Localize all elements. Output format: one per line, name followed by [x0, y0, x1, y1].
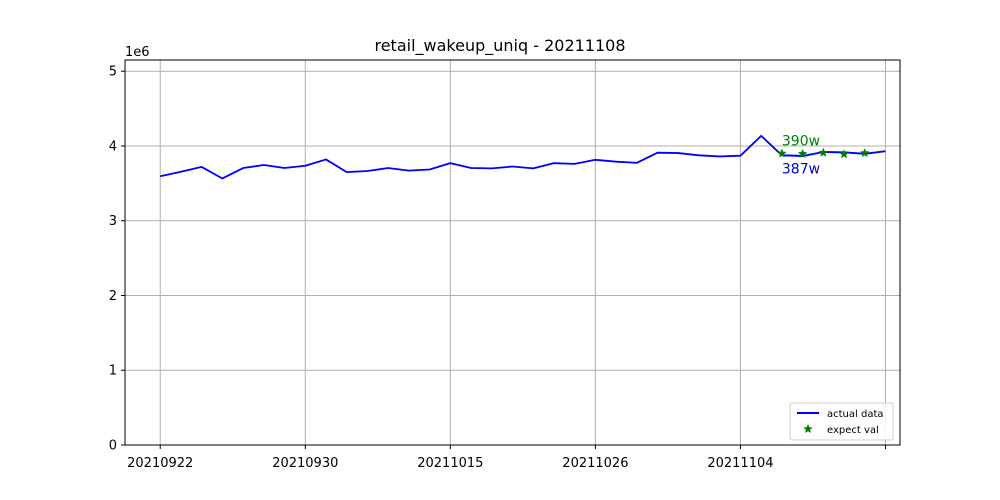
legend-label-actual: actual data: [827, 409, 884, 420]
expect-val-point: [860, 148, 870, 158]
y-axis-multiplier: 1e6: [125, 45, 150, 60]
y-tick-label: 0: [109, 439, 117, 454]
annotation-actual: 387w: [782, 161, 820, 177]
series-layer: [160, 134, 886, 180]
y-tick-label: 1: [109, 364, 117, 379]
expect-val-point: [818, 147, 829, 157]
expect-val-point: [797, 148, 808, 158]
chart-title: retail_wakeup_uniq - 20211108: [374, 36, 625, 56]
legend: actual data expect val: [789, 402, 894, 441]
expect-val-point: [777, 148, 787, 158]
annotation-expect: 390w: [782, 133, 820, 149]
y-tick-label: 4: [109, 139, 117, 154]
y-tick-label: 5: [109, 65, 117, 80]
legend-star-swatch: [803, 424, 813, 434]
y-tick-label: 3: [109, 214, 117, 229]
annotations: 390w 387w: [782, 133, 820, 177]
x-tick-label: 20210922: [127, 456, 193, 471]
expect-val-point: [839, 149, 849, 159]
y-tick-label: 2: [109, 289, 117, 304]
actual-data-line: [160, 134, 886, 180]
plot-frame: [124, 59, 901, 446]
x-tick-label: 20211104: [707, 456, 773, 471]
legend-label-expect: expect val: [827, 425, 879, 436]
x-tick-label: 20211015: [417, 456, 483, 471]
x-tick-label: 20210930: [272, 456, 338, 471]
axes: 0 1 2 3 4 5 20210922 20210930 20211015 20211026 20…: [109, 59, 901, 471]
grid: [125, 60, 900, 446]
x-tick-label: 20211026: [562, 456, 628, 471]
